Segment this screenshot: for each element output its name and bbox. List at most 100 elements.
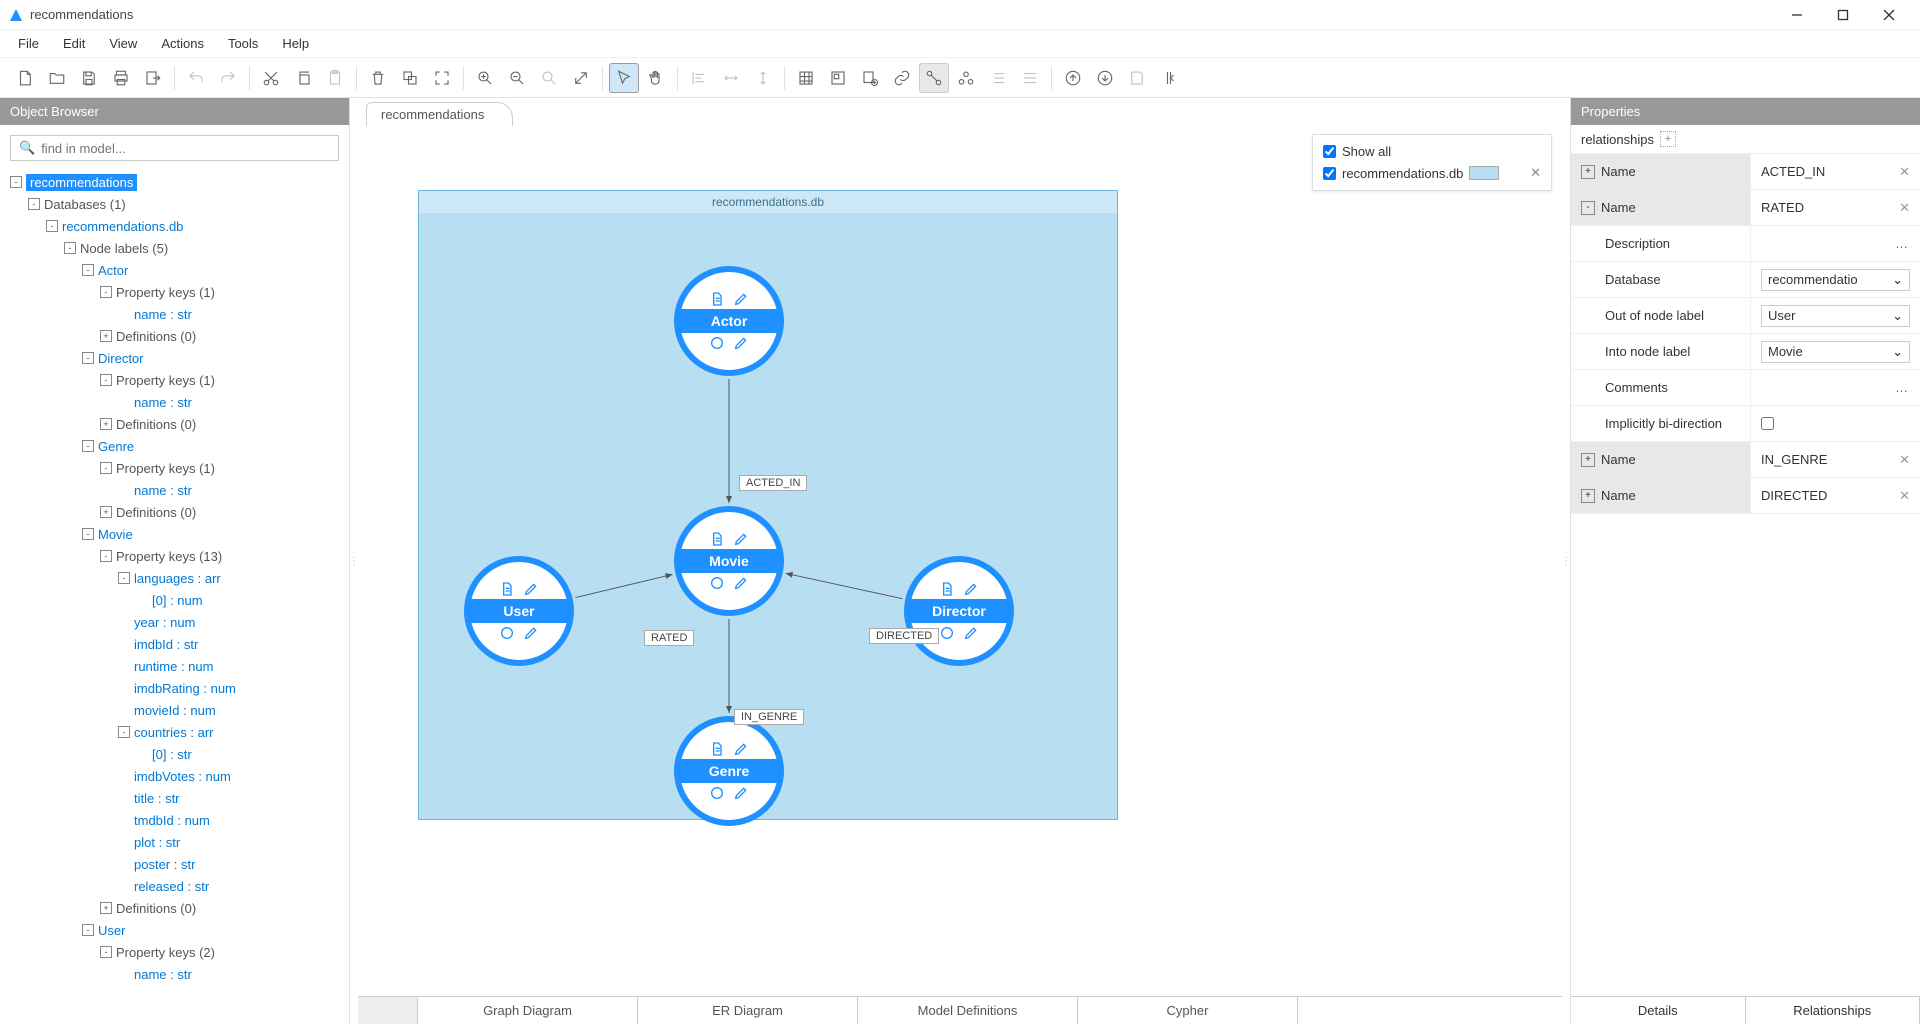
bottom-tab-handle[interactable] [358, 997, 418, 1024]
resize-icon[interactable] [566, 63, 596, 93]
tree-row[interactable]: + Definitions (0) [10, 325, 343, 347]
property-value[interactable]: RATED✕ [1751, 190, 1920, 225]
property-select[interactable]: Movie⌄ [1761, 341, 1910, 363]
layer-db-checkbox[interactable] [1323, 167, 1336, 180]
property-value[interactable]: IN_GENRE✕ [1751, 442, 1920, 477]
show-all-checkbox[interactable] [1323, 145, 1336, 158]
node-type-icon[interactable] [951, 63, 981, 93]
search-input[interactable] [41, 141, 330, 156]
minimize-button[interactable] [1774, 0, 1820, 30]
tree-row[interactable]: -Property keys (13) [10, 545, 343, 567]
property-checkbox[interactable] [1761, 417, 1774, 430]
tree-label[interactable]: Definitions (0) [116, 901, 196, 916]
tree-label[interactable]: poster : str [134, 857, 195, 872]
search-box[interactable]: 🔍 [10, 135, 339, 161]
print-icon[interactable] [106, 63, 136, 93]
tree-label[interactable]: imdbRating : num [134, 681, 236, 696]
tree-row[interactable]: imdbId : str [10, 633, 343, 655]
tree-label[interactable]: Property keys (2) [116, 945, 215, 960]
tree-label[interactable]: Definitions (0) [116, 417, 196, 432]
new-icon[interactable] [10, 63, 40, 93]
tree-toggle-icon[interactable]: - [46, 220, 58, 232]
tree-label[interactable]: Property keys (1) [116, 373, 215, 388]
tree-label[interactable]: plot : str [134, 835, 180, 850]
layers-show-all-row[interactable]: Show all [1323, 141, 1541, 162]
tree-label[interactable]: languages : arr [134, 571, 221, 586]
tree-row[interactable]: tmdbId : num [10, 809, 343, 831]
tree-row[interactable]: -Director [10, 347, 343, 369]
tree-label[interactable]: Definitions (0) [116, 329, 196, 344]
tree-label[interactable]: Property keys (1) [116, 461, 215, 476]
tree-row[interactable]: -recommendations [10, 171, 343, 193]
tree-toggle-icon[interactable]: + [100, 902, 112, 914]
property-toggle-icon[interactable]: + [1581, 453, 1595, 467]
menu-help[interactable]: Help [270, 32, 321, 55]
tree-label[interactable]: year : num [134, 615, 195, 630]
tree-row[interactable]: -Genre [10, 435, 343, 457]
tree-row[interactable]: poster : str [10, 853, 343, 875]
tree-toggle-icon[interactable]: - [28, 198, 40, 210]
tree-label[interactable]: Director [98, 351, 144, 366]
tree-row[interactable]: -countries : arr [10, 721, 343, 743]
tree-row[interactable]: [0] : str [10, 743, 343, 765]
object-tree[interactable]: -recommendations-Databases (1)-recommend… [0, 171, 349, 1024]
tree-row[interactable]: name : str [10, 963, 343, 985]
tree-row[interactable]: imdbVotes : num [10, 765, 343, 787]
tree-toggle-icon[interactable]: - [82, 924, 94, 936]
tree-label[interactable]: Movie [98, 527, 133, 542]
tree-toggle-icon[interactable]: + [100, 330, 112, 342]
tree-row[interactable]: -Property keys (2) [10, 941, 343, 963]
right-splitter[interactable]: ⋮ [1562, 98, 1570, 1024]
property-close-icon[interactable]: ✕ [1899, 488, 1910, 504]
layer-close-icon[interactable]: ✕ [1530, 165, 1541, 181]
tree-toggle-icon[interactable]: - [100, 550, 112, 562]
bottom-tab-er[interactable]: ER Diagram [638, 997, 858, 1024]
list-icon[interactable] [983, 63, 1013, 93]
tree-row[interactable]: -User [10, 919, 343, 941]
cut-icon[interactable] [256, 63, 286, 93]
tree-row[interactable]: + Definitions (0) [10, 897, 343, 919]
property-value[interactable]: DIRECTED✕ [1751, 478, 1920, 513]
align-v-icon[interactable] [748, 63, 778, 93]
save-icon[interactable] [74, 63, 104, 93]
edge-label-in_genre[interactable]: IN_GENRE [734, 709, 804, 725]
tree-row[interactable]: -Property keys (1) [10, 369, 343, 391]
tree-label[interactable]: countries : arr [134, 725, 213, 740]
save2-icon[interactable] [1122, 63, 1152, 93]
tab-relationships[interactable]: Relationships [1746, 997, 1920, 1024]
add-node-icon[interactable] [855, 63, 885, 93]
node-actor[interactable]: Actor [674, 266, 784, 376]
grid-icon[interactable] [791, 63, 821, 93]
property-menu-icon[interactable]: … [1895, 236, 1910, 251]
tree-row[interactable]: name : str [10, 303, 343, 325]
tree-row[interactable]: year : num [10, 611, 343, 633]
tree-row[interactable]: +Definitions (0) [10, 413, 343, 435]
align-h-icon[interactable] [716, 63, 746, 93]
property-toggle-icon[interactable]: + [1581, 165, 1595, 179]
property-value[interactable]: … [1751, 370, 1920, 405]
canvas-area[interactable]: recommendations.db ActorMovieUserDirecto… [358, 126, 1562, 996]
node-director[interactable]: Director [904, 556, 1014, 666]
tree-label[interactable]: Property keys (1) [116, 285, 215, 300]
tree-label[interactable]: imdbVotes : num [134, 769, 231, 784]
container-icon[interactable] [823, 63, 853, 93]
bottom-tab-graph[interactable]: Graph Diagram [418, 997, 638, 1024]
undo-icon[interactable] [181, 63, 211, 93]
property-value[interactable]: ACTED_IN✕ [1751, 154, 1920, 189]
relation-icon[interactable] [919, 63, 949, 93]
tree-label[interactable]: Genre [98, 439, 134, 454]
tree-toggle-icon[interactable]: - [100, 946, 112, 958]
tree-label[interactable]: recommendations [26, 174, 137, 191]
move-down-icon[interactable] [1090, 63, 1120, 93]
add-property-button[interactable]: + [1660, 131, 1676, 147]
zoom-in-icon[interactable] [470, 63, 500, 93]
list2-icon[interactable] [1015, 63, 1045, 93]
tree-row[interactable]: -languages : arr [10, 567, 343, 589]
property-toggle-icon[interactable]: - [1581, 201, 1595, 215]
open-icon[interactable] [42, 63, 72, 93]
tree-toggle-icon[interactable]: - [100, 374, 112, 386]
tree-label[interactable]: title : str [134, 791, 180, 806]
tree-toggle-icon[interactable]: - [118, 726, 130, 738]
tree-label[interactable]: Databases (1) [44, 197, 126, 212]
tree-label[interactable]: Property keys (13) [116, 549, 222, 564]
